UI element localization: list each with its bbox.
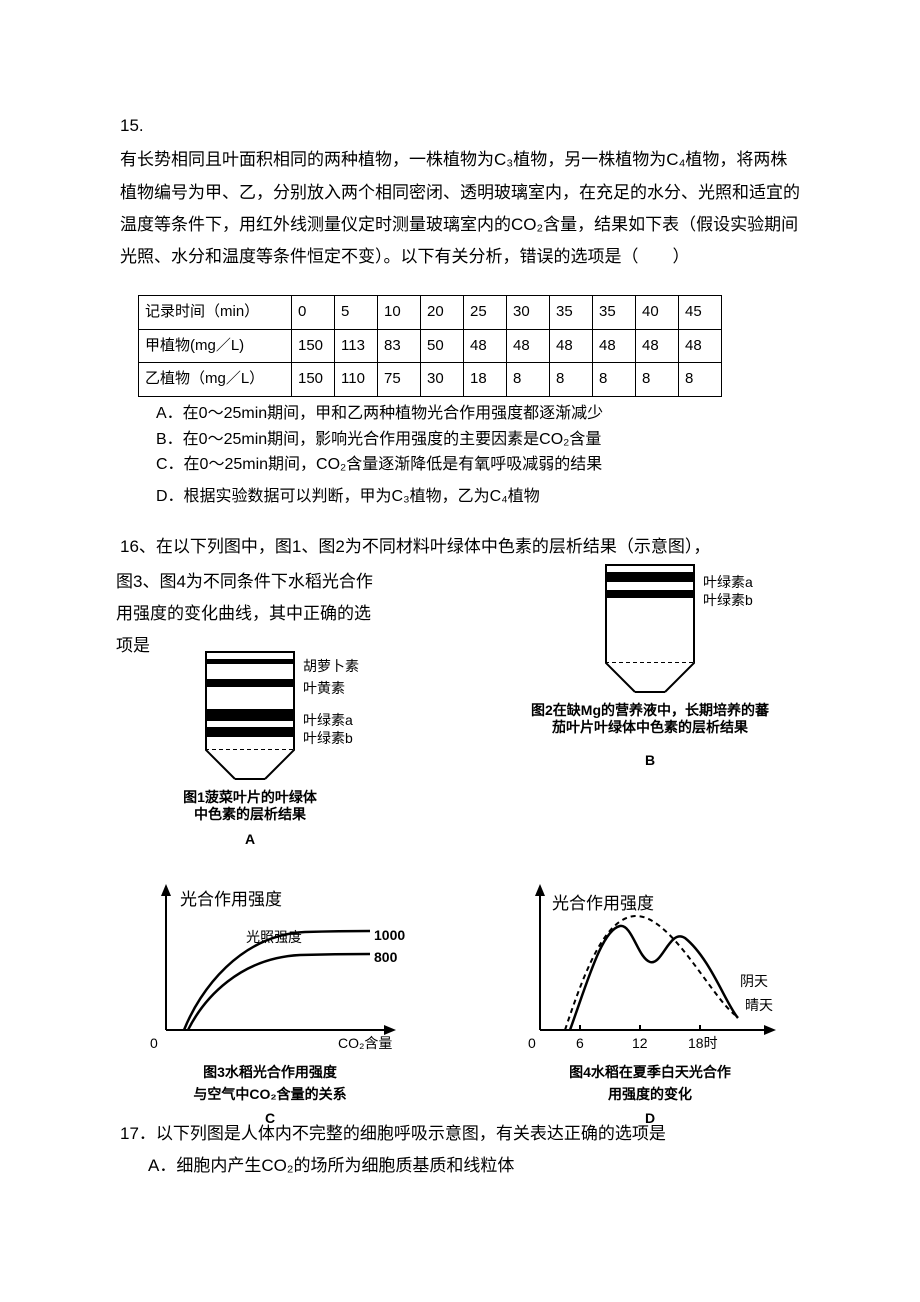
fig1-caption-l2: 中色素的层析结果 (120, 806, 380, 824)
table-cell: 30 (421, 363, 464, 397)
table-cell: 40 (636, 296, 679, 330)
table-cell: 30 (507, 296, 550, 330)
q17-option-a: A．细胞内产生CO₂的场所为细胞质基质和线粒体 (148, 1150, 800, 1182)
table-cell: 甲植物(mg／L) (139, 329, 292, 363)
table-cell: 记录时间（min） (139, 296, 292, 330)
table-cell: 35 (550, 296, 593, 330)
option-c: C．在0～25min期间，CO₂含量逐渐降低是有氧呼吸减弱的结果 (156, 452, 800, 478)
table-cell: 8 (507, 363, 550, 397)
table-cell: 83 (378, 329, 421, 363)
table-cell: 乙植物（mg／L） (139, 363, 292, 397)
table-cell: 48 (679, 329, 722, 363)
table-cell: 150 (292, 329, 335, 363)
q16-head-line1: 16、在以下列图中，图1、图2为不同材料叶绿体中色素的层析结果（示意图）， (120, 531, 800, 563)
table-cell: 48 (550, 329, 593, 363)
fig4-t18: 18时 (688, 1030, 718, 1057)
table-cell: 25 (464, 296, 507, 330)
table-cell: 48 (507, 329, 550, 363)
fig2-letter: B (500, 747, 800, 774)
fig1-caption-l1: 图1菠菜叶片的叶绿体 (120, 789, 380, 807)
figure-4: 光合作用强度 阴天 晴天 0 6 12 18时 图4水稻在夏季白天光合作 用强度… (500, 880, 800, 1132)
fig2-caption-l1: 图2在缺Mg的营养液中，长期培养的蕃 (500, 702, 800, 720)
q16-head-line2: 图3、图4为不同条件下水稻光合作用强度的变化曲线，其中正确的选项是 (116, 566, 380, 663)
fig3-xlabel: CO₂含量 (338, 1030, 392, 1057)
table-cell: 10 (378, 296, 421, 330)
fig4-caption-l1: 图4水稻在夏季白天光合作 (500, 1064, 800, 1082)
fig3-letter: C (120, 1105, 420, 1132)
q15-body: 有长势相同且叶面积相同的两种植物，一株植物为C₃植物，另一株植物为C₄植物，将两… (120, 144, 800, 273)
band-label-chlb: 叶绿素b (303, 725, 353, 752)
table-cell: 45 (679, 296, 722, 330)
table-cell: 48 (464, 329, 507, 363)
band-label-chlb2: 叶绿素b (703, 587, 753, 614)
fig4-sunny: 晴天 (745, 992, 773, 1019)
table-row: 甲植物(mg／L) 150 113 83 50 48 48 48 48 48 4… (139, 329, 722, 363)
table-cell: 75 (378, 363, 421, 397)
fig3-zero: 0 (150, 1030, 158, 1057)
fig3-ylabel: 光合作用强度 (180, 884, 282, 916)
table-cell: 150 (292, 363, 335, 397)
table-cell: 18 (464, 363, 507, 397)
fig3-caption-l1: 图3水稻光合作用强度 (120, 1064, 420, 1082)
table-cell: 8 (636, 363, 679, 397)
table-cell: 48 (636, 329, 679, 363)
table-cell: 0 (292, 296, 335, 330)
q15-options: A．在0～25min期间，甲和乙两种植物光合作用强度都逐渐减少 B．在0～25m… (156, 401, 800, 509)
fig1-letter: A (120, 826, 380, 853)
fig4-t6: 6 (576, 1030, 584, 1057)
fig4-t12: 12 (632, 1030, 648, 1057)
option-b: B．在0～25min期间，影响光合作用强度的主要因素是CO₂含量 (156, 427, 800, 453)
q15-number: 15. (120, 110, 800, 142)
table-cell: 8 (550, 363, 593, 397)
fig3-caption-l2: 与空气中CO₂含量的关系 (120, 1086, 420, 1104)
table-cell: 50 (421, 329, 464, 363)
fig4-zero: 0 (528, 1030, 536, 1057)
figure-2: 叶绿素a 叶绿素b 图2在缺Mg的营养液中，长期培养的蕃 茄叶片叶绿体中色素的层… (500, 566, 800, 852)
fig4-ylabel: 光合作用强度 (552, 888, 654, 920)
table-row: 乙植物（mg／L） 150 110 75 30 18 8 8 8 8 8 (139, 363, 722, 397)
fig3-800: 800 (374, 944, 397, 971)
table-cell: 5 (335, 296, 378, 330)
fig3-line-label: 光照强度 (246, 924, 302, 951)
fig4-caption-l2: 用强度的变化 (500, 1086, 800, 1104)
fig4-letter: D (500, 1105, 800, 1132)
table-row: 记录时间（min） 0 5 10 20 25 30 35 35 40 45 (139, 296, 722, 330)
q15-table: 记录时间（min） 0 5 10 20 25 30 35 35 40 45 甲植… (138, 295, 722, 397)
band-label-xantho: 叶黄素 (303, 675, 345, 702)
table-cell: 8 (679, 363, 722, 397)
option-a: A．在0～25min期间，甲和乙两种植物光合作用强度都逐渐减少 (156, 401, 800, 427)
fig4-cloudy: 阴天 (740, 968, 768, 995)
fig2-caption-l2: 茄叶片叶绿体中色素的层析结果 (500, 719, 800, 737)
table-cell: 110 (335, 363, 378, 397)
table-cell: 48 (593, 329, 636, 363)
option-d: D．根据实验数据可以判断，甲为C₃植物，乙为C₄植物 (156, 484, 800, 510)
table-cell: 8 (593, 363, 636, 397)
table-cell: 113 (335, 329, 378, 363)
figure-1: 图3、图4为不同条件下水稻光合作用强度的变化曲线，其中正确的选项是 胡萝卜素 叶… (120, 566, 380, 852)
figure-3: 光合作用强度 光照强度 1000 800 0 CO₂含量 图3水稻光合作用强度 … (120, 880, 420, 1132)
table-cell: 20 (421, 296, 464, 330)
table-cell: 35 (593, 296, 636, 330)
